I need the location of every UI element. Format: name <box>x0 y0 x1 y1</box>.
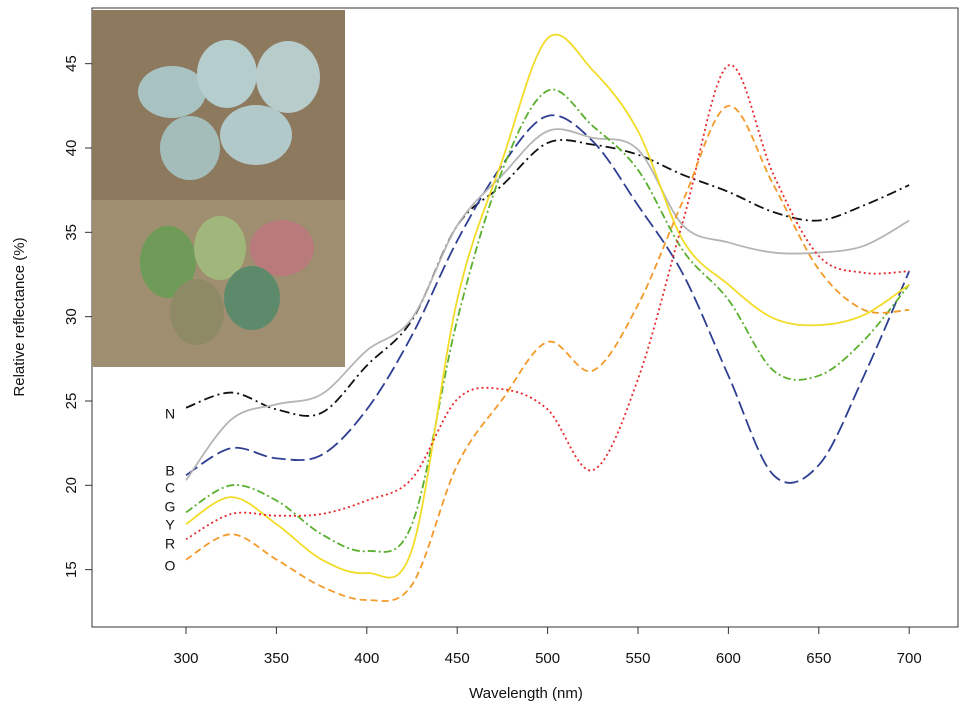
y-tick-label: 40 <box>63 140 80 157</box>
x-tick-label: 550 <box>625 650 650 667</box>
x-tick-label: 650 <box>806 650 831 667</box>
series-label: G <box>165 499 176 515</box>
y-tick-label: 30 <box>63 308 80 325</box>
y-tick-label: 35 <box>63 224 80 241</box>
series-label: N <box>165 406 175 422</box>
series-label: C <box>165 480 175 496</box>
series-label: B <box>165 463 174 479</box>
x-tick-label: 350 <box>264 650 289 667</box>
y-tick-label: 15 <box>63 561 80 578</box>
x-tick-label: 500 <box>535 650 560 667</box>
chart: Wavelength (nm) Relative reflectance (%)… <box>0 0 961 708</box>
series-label: O <box>165 558 176 574</box>
x-tick-label: 600 <box>716 650 741 667</box>
x-tick-label: 450 <box>445 650 470 667</box>
x-tick-label: 700 <box>897 650 922 667</box>
egg-photo <box>92 10 345 367</box>
x-tick-label: 300 <box>173 650 198 667</box>
series-label: Y <box>165 517 175 533</box>
y-tick-label: 45 <box>63 55 80 72</box>
x-axis-label: Wavelength (nm) <box>469 685 583 702</box>
y-axis-label: Relative reflectance (%) <box>11 237 28 396</box>
y-tick-label: 20 <box>63 477 80 494</box>
x-tick-label: 400 <box>354 650 379 667</box>
series-label: R <box>165 536 175 552</box>
y-tick-label: 25 <box>63 393 80 410</box>
